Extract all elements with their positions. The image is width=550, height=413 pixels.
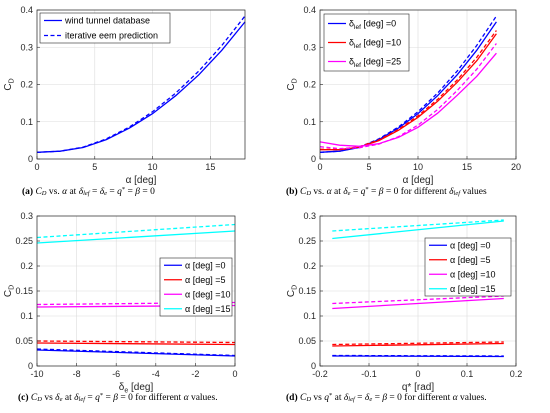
x-tick-label: 5 <box>366 162 371 172</box>
x-tick-label: -4 <box>152 369 160 379</box>
y-tick-label: 0.05 <box>298 336 316 346</box>
legend-label: α [deg] =0 <box>185 260 225 270</box>
x-tick-label: -0.2 <box>312 369 328 379</box>
series-line-dashed-1 <box>36 15 246 153</box>
y-tick-label: 0.2 <box>303 261 316 271</box>
y-tick-label: 0.2 <box>20 261 33 271</box>
y-tick-label: 0 <box>311 361 316 371</box>
legend-box <box>159 257 233 317</box>
x-tick-label: -2 <box>191 369 199 379</box>
caption-a: (a) CD vs. α at δlef = δe = q* = β = 0 <box>22 186 155 197</box>
legend-label: α [deg] =5 <box>450 255 490 265</box>
y-tick-label: 0.2 <box>303 80 316 90</box>
x-tick-label: -0.1 <box>361 369 377 379</box>
x-tick-label: 0 <box>317 162 322 172</box>
y-tick-label: 0.3 <box>20 42 33 52</box>
caption-b: (b) CD vs. α at δe = q* = β = 0 for diff… <box>286 186 487 197</box>
series-line-dashed-5 <box>319 43 497 150</box>
y-tick-label: 0.4 <box>303 5 316 15</box>
legend-label: δlef [deg] =0 <box>349 19 396 32</box>
y-axis-label: CD <box>3 285 16 297</box>
x-axis-label: δe [deg] <box>119 382 154 395</box>
y-tick-label: 0.25 <box>15 236 33 246</box>
series-line-solid-2 <box>36 342 236 346</box>
legend-label: α [deg] =5 <box>185 275 225 285</box>
series-line-solid-6 <box>36 230 236 244</box>
y-tick-label: 0.15 <box>15 286 33 296</box>
series-line-solid-4 <box>319 52 497 147</box>
y-axis-label: CD <box>286 285 299 297</box>
caption-d: (d) CD vs q* at δlef = δe = β = 0 for di… <box>286 392 487 403</box>
y-tick-label: 0.1 <box>20 311 33 321</box>
y-tick-label: 0.25 <box>298 236 316 246</box>
x-tick-label: 0.1 <box>461 369 474 379</box>
series-line-dashed-7 <box>36 223 236 239</box>
x-axis-label: q* [rad] <box>402 382 434 393</box>
legend-label: α [deg] =10 <box>185 289 231 299</box>
series-line-solid-2 <box>332 342 504 347</box>
x-tick-label: 0.2 <box>510 369 523 379</box>
y-tick-label: 0.1 <box>303 311 316 321</box>
y-tick-label: 0.1 <box>20 117 33 127</box>
series-line-dashed-1 <box>319 15 497 153</box>
series-line-dashed-1 <box>36 348 236 357</box>
chart-d: -0.2 -0.1 0 0.1 0.2 0 0.05 0.1 0.15 0.2 0.25 0.3 q* … <box>286 211 522 393</box>
legend-label: wind tunnel database <box>64 16 150 26</box>
y-tick-label: 0 <box>28 154 33 164</box>
chart-c: -10 -8 -6 -4 -2 0 0 0.05 0.1 0.15 0.2 0.25 0.3 δe [de… <box>3 211 238 395</box>
x-axis-label: α [deg] <box>403 175 434 186</box>
x-tick-label: 10 <box>148 162 158 172</box>
y-tick-label: 0.2 <box>20 80 33 90</box>
x-tick-label: 0 <box>232 369 237 379</box>
y-axis-label: CD <box>286 78 299 90</box>
y-tick-label: 0.3 <box>20 211 33 221</box>
legend-box <box>424 237 512 297</box>
y-axis-label: CD <box>3 78 16 90</box>
legend-label: δlef [deg] =10 <box>349 38 401 51</box>
caption-c: (c) CD vs δe at δlef = q* = β = 0 for di… <box>18 392 218 403</box>
x-tick-label: -8 <box>73 369 81 379</box>
series-line-dashed-3 <box>36 340 236 344</box>
y-tick-label: 0 <box>28 361 33 371</box>
series-line-dashed-5 <box>332 295 504 305</box>
y-tick-label: 0.3 <box>303 211 316 221</box>
series-line-dashed-3 <box>332 341 504 346</box>
series-line-dashed-1 <box>332 354 504 357</box>
x-tick-label: -10 <box>30 369 43 379</box>
legend-box <box>39 12 171 44</box>
legend-label: α [deg] =15 <box>450 284 496 294</box>
series-line-solid-4 <box>332 297 504 310</box>
x-tick-label: 0 <box>415 369 420 379</box>
x-tick-label: 15 <box>462 162 472 172</box>
legend-label: δlef [deg] =25 <box>349 57 401 70</box>
legend-label: α [deg] =10 <box>450 269 496 279</box>
x-tick-label: 10 <box>413 162 423 172</box>
x-tick-label: 20 <box>511 162 521 172</box>
x-tick-label: 5 <box>92 162 97 172</box>
x-tick-label: -6 <box>112 369 120 379</box>
x-tick-label: 0 <box>34 162 39 172</box>
x-axis-label: α [deg] <box>126 175 157 186</box>
legend-label: iterative eem prediction <box>65 31 158 41</box>
x-tick-label: 15 <box>205 162 215 172</box>
y-tick-label: 0.15 <box>298 286 316 296</box>
legend-label: α [deg] =15 <box>185 304 231 314</box>
series-line-solid-6 <box>332 220 504 240</box>
y-tick-label: 0.05 <box>15 336 33 346</box>
y-tick-label: 0.4 <box>20 5 33 15</box>
y-tick-label: 0 <box>311 154 316 164</box>
y-tick-label: 0.1 <box>303 117 316 127</box>
series-line-dashed-7 <box>332 219 504 232</box>
y-tick-label: 0.3 <box>303 42 316 52</box>
chart-b: 0 5 10 15 20 0 0.1 0.2 0.3 0.4 α [deg] CD δlef [deg]… <box>286 5 521 186</box>
legend-label: α [deg] =0 <box>450 240 490 250</box>
chart-a: 0 5 10 15 0 0.1 0.2 0.3 0.4 α [deg] CD wind tunnel … <box>3 5 246 186</box>
